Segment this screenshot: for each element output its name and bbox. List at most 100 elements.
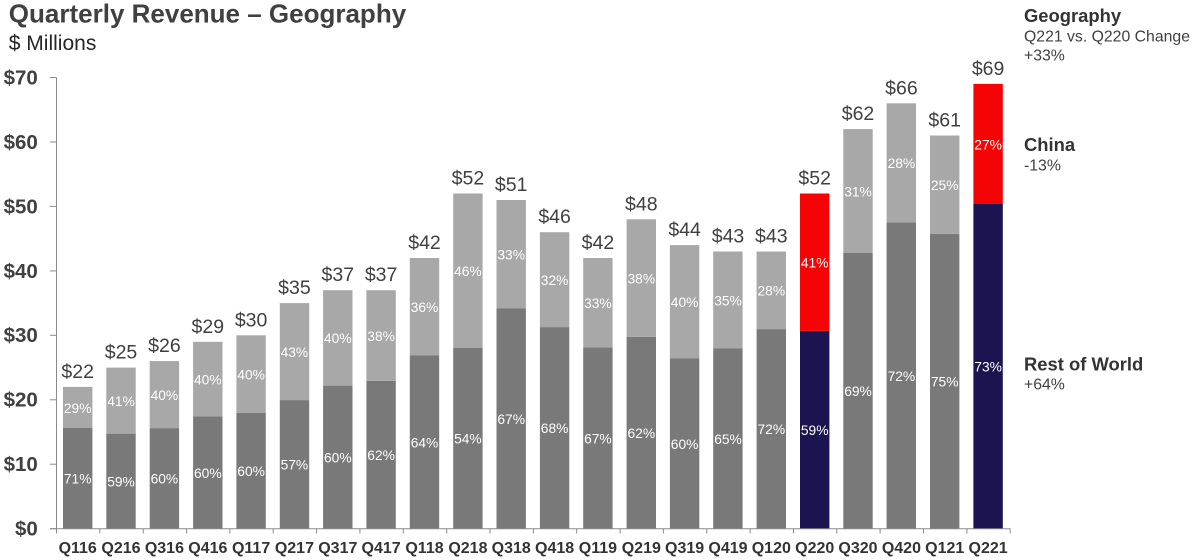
svg-text:$50: $50 [4,195,38,218]
svg-text:54%: 54% [454,432,482,447]
svg-text:Q116: Q116 [59,540,97,557]
svg-text:Q221 vs. Q220 Change: Q221 vs. Q220 Change [1024,29,1190,46]
svg-text:60%: 60% [237,464,265,479]
svg-text:36%: 36% [411,300,439,315]
svg-text:Q217: Q217 [275,540,314,557]
svg-text:$62: $62 [842,103,875,125]
svg-text:72%: 72% [757,422,785,437]
svg-text:Q320: Q320 [838,540,877,557]
svg-text:60%: 60% [324,451,352,466]
svg-text:Q418: Q418 [535,540,574,557]
svg-text:67%: 67% [584,431,612,446]
svg-text:China: China [1024,134,1076,155]
svg-text:25%: 25% [931,178,959,193]
svg-text:Q419: Q419 [708,540,747,557]
svg-text:Rest of World: Rest of World [1024,354,1143,375]
svg-text:28%: 28% [888,156,916,171]
svg-text:$20: $20 [4,389,38,412]
svg-text:$43: $43 [755,226,788,248]
svg-text:$48: $48 [625,193,658,215]
svg-text:$51: $51 [495,174,528,196]
svg-text:+33%: +33% [1024,48,1065,65]
svg-text:Q318: Q318 [492,540,531,557]
svg-text:Q221: Q221 [969,540,1008,557]
svg-text:Q319: Q319 [665,540,704,557]
svg-text:57%: 57% [281,458,309,473]
svg-text:38%: 38% [367,329,395,344]
svg-text:Q316: Q316 [145,540,184,557]
svg-text:75%: 75% [931,375,959,390]
svg-text:27%: 27% [974,137,1002,152]
svg-text:$30: $30 [235,309,268,331]
svg-text:59%: 59% [107,475,135,490]
svg-text:46%: 46% [454,264,482,279]
svg-text:60%: 60% [194,466,222,481]
svg-text:Q121: Q121 [925,540,964,557]
svg-text:Geography: Geography [1024,5,1122,26]
svg-text:38%: 38% [627,271,655,286]
svg-text:-13%: -13% [1024,158,1061,175]
svg-text:69%: 69% [844,384,872,399]
svg-text:43%: 43% [281,345,309,360]
svg-text:68%: 68% [541,421,569,436]
svg-text:40%: 40% [194,373,222,388]
svg-text:Q120: Q120 [752,540,791,557]
svg-text:$40: $40 [4,260,38,283]
svg-text:$0: $0 [15,518,38,541]
svg-text:$52: $52 [452,168,485,190]
svg-text:33%: 33% [497,248,525,263]
svg-text:$10: $10 [4,453,38,476]
svg-text:$66: $66 [885,77,918,99]
svg-text:41%: 41% [801,256,829,271]
svg-text:$61: $61 [928,110,961,132]
svg-text:$ Millions: $ Millions [9,32,97,55]
svg-text:$37: $37 [322,264,355,286]
svg-text:$29: $29 [192,316,225,338]
svg-text:Q220: Q220 [795,540,834,557]
svg-text:Q317: Q317 [318,540,357,557]
svg-text:65%: 65% [714,432,742,447]
svg-text:$69: $69 [972,58,1005,80]
svg-text:28%: 28% [757,284,785,299]
svg-text:64%: 64% [411,435,439,450]
svg-text:73%: 73% [974,360,1002,375]
svg-text:$44: $44 [668,219,701,241]
svg-text:35%: 35% [714,293,742,308]
svg-text:Q420: Q420 [882,540,921,557]
svg-text:Quarterly Revenue – Geography: Quarterly Revenue – Geography [9,0,407,29]
svg-text:40%: 40% [151,388,179,403]
svg-text:$70: $70 [4,66,38,89]
svg-text:33%: 33% [584,296,612,311]
svg-text:59%: 59% [801,423,829,438]
svg-text:60%: 60% [671,437,699,452]
svg-text:Q218: Q218 [448,540,487,557]
svg-text:$52: $52 [798,168,831,190]
svg-text:62%: 62% [367,448,395,463]
svg-text:40%: 40% [324,331,352,346]
svg-text:$22: $22 [61,361,94,383]
svg-text:$42: $42 [408,232,441,254]
svg-text:$60: $60 [4,131,38,154]
svg-text:Q216: Q216 [101,540,140,557]
svg-text:32%: 32% [541,273,569,288]
svg-text:$42: $42 [582,232,615,254]
svg-text:40%: 40% [671,295,699,310]
svg-text:72%: 72% [888,369,916,384]
svg-text:Q119: Q119 [579,540,617,557]
svg-text:60%: 60% [151,472,179,487]
svg-text:29%: 29% [64,401,92,416]
svg-text:$46: $46 [538,206,571,228]
svg-text:40%: 40% [237,367,265,382]
svg-text:$43: $43 [712,226,745,248]
svg-text:Q416: Q416 [188,540,227,557]
svg-text:Q417: Q417 [362,540,401,557]
svg-text:$37: $37 [365,264,398,286]
svg-text:31%: 31% [844,184,872,199]
svg-text:$25: $25 [105,342,138,364]
svg-text:62%: 62% [627,426,655,441]
svg-text:$26: $26 [148,335,181,357]
svg-text:67%: 67% [497,412,525,427]
svg-text:$30: $30 [4,324,38,347]
svg-text:+64%: +64% [1024,376,1065,393]
svg-text:41%: 41% [107,394,135,409]
